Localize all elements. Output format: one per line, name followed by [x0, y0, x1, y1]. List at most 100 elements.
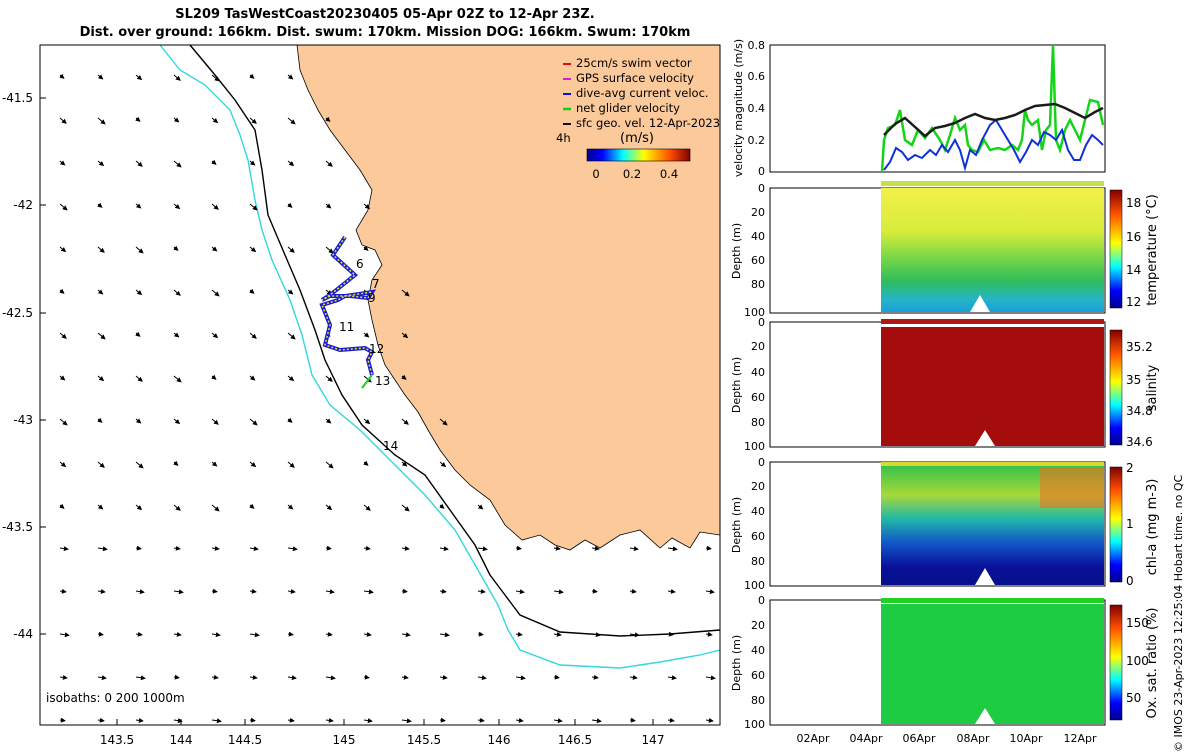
current-vector-arrow	[173, 203, 181, 210]
current-vector-arrow	[249, 203, 258, 211]
current-vector-arrow	[135, 504, 143, 511]
depth-tick: 0	[758, 316, 765, 329]
svg-text:sfc geo. vel. 12-Apr-2023: sfc geo. vel. 12-Apr-2023	[576, 116, 720, 130]
current-vector-arrow	[135, 203, 142, 209]
depth-tick: 40	[751, 366, 765, 379]
current-vector-arrow	[249, 73, 255, 79]
chla-ylabel: Depth (m)	[730, 497, 743, 553]
sal-cb-tick: 35.2	[1126, 340, 1153, 354]
velocity-panel: 0 0.2 0.4 0.6 0.8 velocity magnitude (m/…	[732, 39, 1106, 178]
isobath-200m	[189, 44, 721, 637]
current-vector-arrow	[325, 631, 333, 637]
current-vector-arrow	[97, 117, 106, 125]
depth-tick: 60	[751, 254, 765, 267]
current-vector-arrow	[401, 374, 407, 380]
temp-cb-tick: 14	[1126, 263, 1141, 277]
map-legend: 25cm/s swim vector GPS surface velocity …	[556, 56, 720, 181]
current-vector-arrow	[363, 674, 370, 680]
day-label: 13	[375, 374, 390, 388]
current-vector-arrow	[135, 418, 142, 424]
current-vector-arrow	[173, 418, 181, 425]
current-vector-arrow	[401, 461, 408, 467]
current-vector-arrow	[629, 588, 637, 594]
copyright-note: © IMOS 23-Apr-2023 12:25:04 Hobart time.…	[1172, 474, 1185, 752]
current-vector-arrow	[59, 503, 65, 509]
depth-tick: 80	[751, 555, 765, 568]
current-vector-arrow	[211, 74, 220, 82]
current-vector-arrow	[325, 504, 333, 511]
chla-surface-dots	[881, 462, 1104, 466]
depth-tick: 100	[744, 440, 765, 453]
current-vector-arrow	[59, 674, 68, 680]
current-vector-arrow	[249, 288, 255, 294]
current-vector-arrow	[363, 631, 372, 637]
current-vector-arrow	[173, 504, 181, 511]
current-vector-arrow	[135, 461, 144, 469]
current-vector-arrow	[553, 545, 561, 551]
glider-track-end	[361, 374, 373, 389]
current-vector-arrow	[97, 74, 104, 80]
depth-tick: 0	[758, 182, 765, 195]
depth-tick: 60	[751, 391, 765, 404]
chla-cb-tick: 0	[1126, 574, 1134, 588]
map-panel: 6 7 9 11 12 13 14 143.5 144 144.5 145 14…	[2, 44, 721, 747]
oxygen-colorbar	[1109, 604, 1123, 721]
salinity-ylabel: Depth (m)	[730, 357, 743, 413]
depth-tick: 80	[751, 278, 765, 291]
date-axis: 02Apr 04Apr 06Apr 08Apr 10Apr 12Apr	[796, 732, 1097, 745]
current-vector-arrow	[173, 117, 180, 123]
current-vector-arrow	[325, 246, 334, 254]
svg-text:25cm/s swim vector: 25cm/s swim vector	[576, 56, 692, 70]
current-vector-arrow	[173, 289, 181, 296]
current-arrows	[59, 73, 716, 724]
legend-item-sfc-geo: sfc geo. vel. 12-Apr-2023	[563, 116, 720, 130]
current-vector-arrow	[705, 717, 714, 723]
velocity-colorbar	[586, 148, 691, 162]
velocity-tick: 0.4	[748, 102, 766, 115]
current-vector-arrow	[401, 504, 410, 512]
salinity-section	[769, 319, 1123, 448]
current-vector-arrow	[325, 675, 336, 681]
current-vector-arrow	[325, 160, 333, 167]
current-vector-arrow	[211, 159, 217, 165]
current-vector-arrow	[59, 203, 68, 211]
current-vector-arrow	[515, 589, 525, 595]
current-vector-arrow	[211, 588, 218, 594]
current-vector-arrow	[439, 503, 445, 509]
current-vector-arrow	[173, 545, 181, 551]
temp-cb-tick: 16	[1126, 230, 1141, 244]
current-vector-arrow	[97, 461, 105, 468]
depth-tick: 100	[744, 718, 765, 731]
current-vector-arrow	[363, 245, 369, 251]
current-vector-arrow	[287, 332, 296, 340]
current-vector-arrow	[97, 160, 105, 167]
current-vector-arrow	[591, 674, 599, 680]
current-vector-arrow	[173, 74, 181, 81]
velocity-tick: 0.8	[748, 39, 766, 52]
current-vector-arrow	[249, 160, 256, 166]
svg-text:GPS surface velocity: GPS surface velocity	[576, 71, 694, 85]
current-vector-arrow	[287, 202, 293, 208]
current-vector-arrow	[477, 504, 484, 510]
current-vector-arrow	[173, 375, 182, 383]
date-tick: 06Apr	[902, 732, 936, 745]
current-vector-arrow	[439, 588, 447, 594]
current-vector-arrow	[97, 675, 107, 681]
current-vector-arrow	[629, 546, 639, 552]
current-vector-arrow	[59, 588, 67, 594]
velocity-tick: 0.2	[748, 134, 766, 147]
salinity-depth-ticks: 0 20 40 60 80 100	[744, 316, 765, 453]
map-lat-axis: -41.5 -42 -42.5 -43 -43.5 -44	[2, 91, 46, 641]
current-vector-arrow	[135, 331, 141, 337]
current-vector-arrow	[173, 589, 184, 595]
current-vector-arrow	[629, 717, 636, 723]
current-vector-arrow	[249, 503, 255, 509]
lon-tick-label: 147	[642, 733, 665, 747]
current-vector-arrow	[287, 117, 296, 125]
current-vector-arrow	[477, 675, 487, 681]
current-vector-arrow	[401, 545, 410, 551]
current-vector-arrow	[667, 588, 676, 594]
date-tick: 02Apr	[796, 732, 830, 745]
current-vector-arrow	[325, 418, 332, 424]
current-vector-arrow	[287, 417, 293, 423]
